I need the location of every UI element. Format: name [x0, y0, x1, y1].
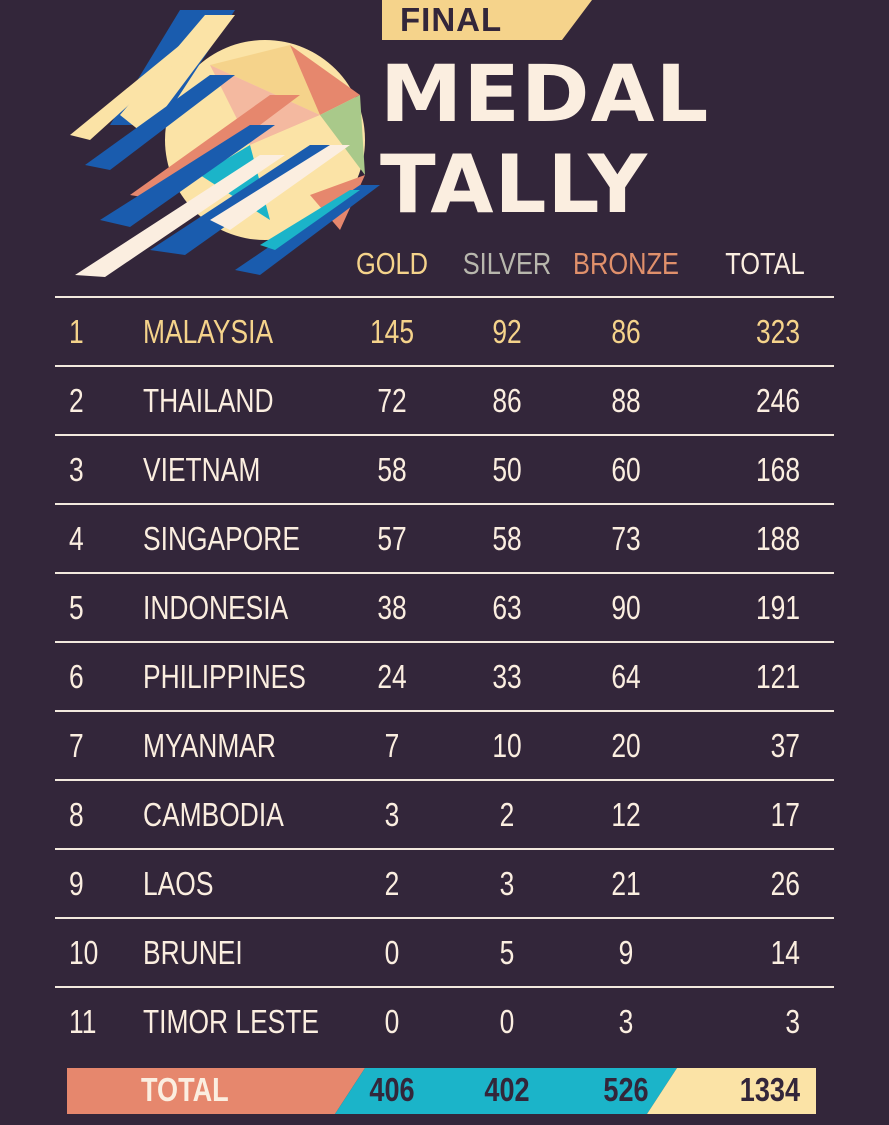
table-row: 7 MYANMAR 7 10 20 37 [55, 710, 834, 780]
col-header-silver: SILVER [462, 246, 552, 281]
table-row: 9 LAOS 2 3 21 26 [55, 848, 834, 918]
total-cell: 3 [785, 1003, 800, 1040]
silver-cell: 50 [492, 451, 522, 488]
country-cell: TIMOR LESTE [143, 1003, 320, 1040]
country-cell: LAOS [143, 865, 214, 902]
gold-cell: 58 [377, 451, 407, 488]
total-cell: 14 [770, 934, 800, 971]
gold-cell: 0 [384, 1003, 400, 1040]
country-cell: SINGAPORE [143, 520, 300, 557]
silver-cell: 86 [492, 382, 522, 419]
totals-total: 1334 [739, 1071, 800, 1108]
total-cell: 37 [770, 727, 800, 764]
country-cell: VIETNAM [143, 451, 261, 488]
col-header-total: TOTAL [725, 246, 805, 281]
silver-cell: 92 [492, 313, 522, 350]
col-header-bronze: BRONZE [573, 246, 679, 281]
bronze-cell: 12 [611, 796, 641, 833]
bronze-cell: 3 [618, 1003, 634, 1040]
totals-bronze: 526 [603, 1071, 649, 1108]
silver-cell: 0 [499, 1003, 515, 1040]
table-row: 6 PHILIPPINES 24 33 64 121 [55, 641, 834, 711]
rank-cell: 3 [69, 451, 84, 488]
rank-cell: 10 [69, 934, 99, 971]
gold-cell: 0 [384, 934, 400, 971]
col-header-gold: GOLD [355, 246, 429, 281]
final-banner: FINAL [382, 0, 592, 40]
bronze-cell: 86 [611, 313, 641, 350]
bronze-cell: 9 [618, 934, 634, 971]
table-row: 1 MALAYSIA 145 92 86 323 [55, 296, 834, 366]
bronze-cell: 90 [611, 589, 641, 626]
gold-cell: 3 [384, 796, 400, 833]
title-tally: TALLY [380, 138, 648, 231]
title-medal: MEDAL [380, 50, 710, 140]
final-banner-shape [382, 0, 592, 40]
gold-cell: 145 [369, 313, 415, 350]
gold-cell: 72 [377, 382, 407, 419]
totals-bar: TOTAL 406 402 526 1334 [67, 1068, 816, 1114]
silver-cell: 63 [492, 589, 522, 626]
silver-cell: 10 [492, 727, 522, 764]
table-row: 3 VIETNAM 58 50 60 168 [55, 434, 834, 504]
table-row: 5 INDONESIA 38 63 90 191 [55, 572, 834, 642]
total-cell: 17 [770, 796, 800, 833]
gold-cell: 7 [384, 727, 400, 764]
rank-cell: 2 [69, 382, 84, 419]
bronze-cell: 88 [611, 382, 641, 419]
rank-cell: 7 [69, 727, 84, 764]
country-cell: THAILAND [143, 382, 274, 419]
total-cell: 323 [755, 313, 800, 350]
totals-label: TOTAL [141, 1071, 229, 1108]
table-row: 4 SINGAPORE 57 58 73 188 [55, 503, 834, 573]
rank-cell: 5 [69, 589, 84, 626]
total-cell: 188 [755, 520, 800, 557]
rank-cell: 9 [69, 865, 84, 902]
silver-cell: 33 [492, 658, 522, 695]
gold-cell: 2 [384, 865, 400, 902]
sea-games-logo-art [70, 10, 380, 277]
totals-silver: 402 [484, 1071, 530, 1108]
silver-cell: 3 [499, 865, 515, 902]
bronze-cell: 60 [611, 451, 641, 488]
gold-cell: 57 [377, 520, 407, 557]
bronze-cell: 20 [611, 727, 641, 764]
bronze-cell: 73 [611, 520, 641, 557]
country-cell: MALAYSIA [143, 313, 274, 350]
table-row: 2 THAILAND 72 86 88 246 [55, 365, 834, 435]
country-cell: MYANMAR [143, 727, 276, 764]
country-cell: INDONESIA [143, 589, 289, 626]
totals-bar-shapes [67, 1068, 816, 1114]
total-cell: 168 [755, 451, 800, 488]
rank-cell: 11 [69, 1003, 97, 1040]
silver-cell: 2 [499, 796, 515, 833]
bronze-cell: 21 [611, 865, 641, 902]
rank-cell: 1 [69, 313, 84, 350]
total-cell: 191 [755, 589, 800, 626]
rank-cell: 8 [69, 796, 84, 833]
total-cell: 246 [755, 382, 800, 419]
table-row: 10 BRUNEI 0 5 9 14 [55, 917, 834, 987]
rank-cell: 4 [69, 520, 84, 557]
table-row: 8 CAMBODIA 3 2 12 17 [55, 779, 834, 849]
gold-cell: 24 [377, 658, 407, 695]
gold-cell: 38 [377, 589, 407, 626]
total-cell: 26 [770, 865, 800, 902]
bronze-cell: 64 [611, 658, 641, 695]
country-cell: CAMBODIA [143, 796, 284, 833]
final-label: FINAL [400, 1, 503, 38]
totals-gold: 406 [369, 1071, 415, 1108]
total-cell: 121 [755, 658, 800, 695]
table-row: 11 TIMOR LESTE 0 0 3 3 [55, 986, 834, 1056]
rank-cell: 6 [69, 658, 84, 695]
country-cell: BRUNEI [143, 934, 243, 971]
silver-cell: 5 [499, 934, 515, 971]
silver-cell: 58 [492, 520, 522, 557]
country-cell: PHILIPPINES [143, 658, 306, 695]
